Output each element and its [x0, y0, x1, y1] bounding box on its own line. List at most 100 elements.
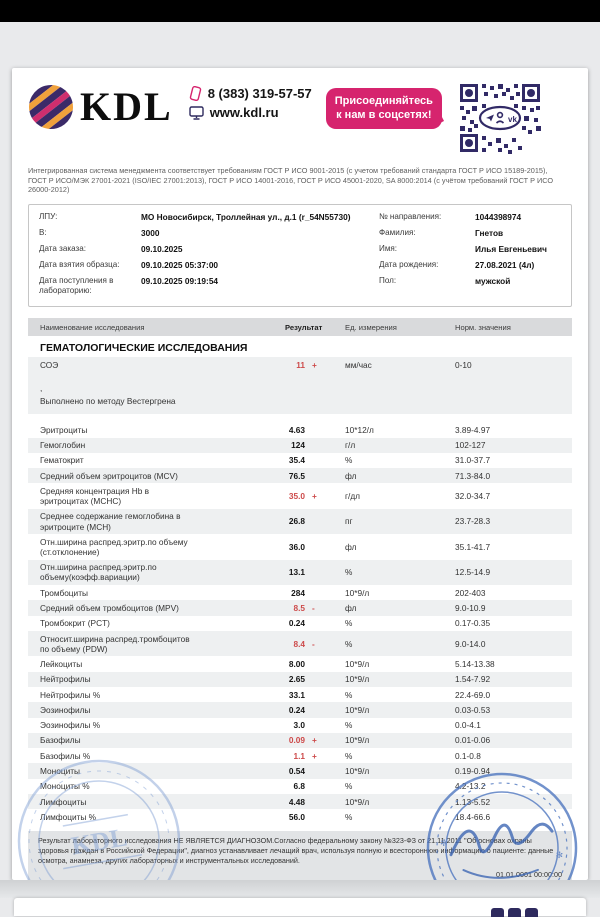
test-norm-range: 32.0-34.7: [455, 491, 491, 502]
status-bar: [0, 0, 600, 22]
social-badge: Присоединяйтесь к нам в соцсетях!: [325, 88, 442, 129]
table-row: Отн.ширина распред.эритр.по объему(коэфф…: [28, 559, 572, 586]
table-row: Гемоглобин 124 г/л 102-127: [28, 437, 572, 453]
test-unit: пг: [345, 516, 353, 527]
test-norm-range: 102-127: [455, 440, 486, 451]
table-row: Лейкоциты 8.00 10*9/л 5.14-13.38: [28, 656, 572, 671]
table-row: Моноциты 0.54 10*9/л 0.19-0.94: [28, 763, 572, 779]
test-result-value: 8.4: [293, 638, 305, 649]
test-name: Средняя концентрация Hb в эритроцитах (M…: [40, 485, 150, 507]
kdl-logo: KDL: [28, 84, 173, 130]
test-result-value: 0.09: [288, 735, 305, 746]
test-norm-range: 3.89-4.97: [455, 424, 491, 435]
test-result-value: 0.24: [288, 704, 305, 715]
test-result-value: 124: [291, 440, 305, 451]
patient-field-value: 09.10.2025 05:37:00: [141, 259, 219, 270]
patient-field-value: 09.10.2025: [141, 243, 183, 254]
table-row: Базофилы % 1.1 +% 0.1-0.8: [28, 748, 572, 763]
disclaimer-text: Результат лабораторного исследования НЕ …: [38, 835, 554, 865]
test-norm-range: 12.5-14.9: [455, 567, 491, 578]
test-norm-range: 4.2-13.2: [455, 781, 486, 792]
patient-info-box: ЛПУ: МО Новосибирск, Троллейная ул., д.1 …: [28, 203, 572, 308]
test-name: Нейтрофилы: [40, 674, 91, 685]
test-result-flag: +: [312, 750, 317, 761]
table-row: Моноциты % 6.8% 4.2-13.2: [28, 779, 572, 794]
website-line: www.kdl.ru: [188, 105, 312, 120]
table-row: Относит.ширина распред.тромбоцитов по об…: [28, 630, 572, 657]
test-name: Лимфоциты %: [40, 811, 97, 822]
test-norm-range: 202-403: [455, 587, 486, 598]
test-result-value: 13.1: [288, 567, 305, 578]
phone-number: 8 (383) 319-57-57: [207, 86, 312, 101]
test-result: 4.63: [285, 425, 345, 435]
logo-wordmark: KDL: [80, 84, 173, 129]
test-result: 0.24: [285, 618, 345, 628]
table-row: Эозинофилы % 3.0% 0.0-4.1: [28, 718, 572, 733]
next-page-partial-graphic: [491, 908, 538, 917]
test-result-value: 6.8: [293, 781, 305, 792]
patient-info-row: В: 3000 Фамилия: Гнетов: [39, 226, 561, 242]
test-name: Отн.ширина распред.эритр.по объему(коэфф…: [40, 562, 157, 583]
table-row: СОЭ 11 + мм/час 0-10: [28, 357, 572, 373]
test-unit: 10*12/л: [345, 424, 374, 435]
table-row: Лимфоциты % 56.0% 18.4-66.6: [28, 809, 572, 824]
phone-line: 8 (383) 319-57-57: [189, 86, 312, 101]
patient-info-row: Дата взятия образца: 09.10.2025 05:37:00 Д…: [39, 257, 561, 273]
test-result: 1.1 +: [285, 751, 345, 761]
test-result-value: 8.00: [288, 658, 305, 669]
test-norm-range: 22.4-69.0: [455, 689, 491, 700]
column-header-norm: Норм. значения: [455, 322, 511, 332]
test-norm-range: 0.19-0.94: [455, 765, 491, 776]
test-unit: 10*9/л: [345, 765, 370, 776]
test-name: Эритроциты: [40, 424, 88, 435]
table-row: Эритроциты 4.63 10*12/л 3.89-4.97: [28, 422, 572, 437]
test-result: 124: [285, 440, 345, 450]
table-row: Эозинофилы 0.24 10*9/л 0.03-0.53: [28, 702, 572, 718]
test-unit: фл: [345, 541, 357, 552]
results-table-body: СОЭ 11 + мм/час 0-10, Выполнено по методу Вес…: [28, 357, 572, 825]
test-norm-range: 0-10: [455, 359, 472, 370]
contact-block: 8 (383) 319-57-57 www.kdl.ru: [188, 86, 312, 124]
test-result-flag: +: [312, 359, 317, 370]
patient-info-row: Дата поступления в лабораторию: 09.10.202…: [39, 273, 561, 299]
test-name: Эозинофилы %: [40, 720, 101, 731]
test-result-value: 33.1: [288, 689, 305, 700]
test-unit: %: [345, 750, 353, 761]
test-name: Гематокрит: [40, 455, 84, 466]
test-name: Тромбоциты: [40, 587, 88, 598]
patient-info-row: Дата заказа: 09.10.2025 Имя: Илья Евгеньеви…: [39, 241, 561, 257]
column-header-name: Наименование исследования: [40, 322, 145, 332]
patient-field-value: 27.08.2021 (4л): [475, 259, 535, 270]
test-result-value: 76.5: [288, 470, 305, 481]
test-norm-range: 9.0-14.0: [455, 638, 486, 649]
table-row: Средняя концентрация Hb в эритроцитах (M…: [28, 483, 572, 508]
test-result-value: 1.1: [293, 750, 305, 761]
test-name: Базофилы %: [40, 750, 91, 761]
test-comment: , Выполнено по методу Вестергрена: [28, 372, 572, 415]
test-name: Среднее содержание гемоглобина в эритроц…: [40, 511, 181, 532]
test-unit: 10*9/л: [345, 704, 370, 715]
patient-field-label: В:: [39, 228, 47, 238]
column-header-result: Результат: [285, 322, 323, 332]
test-result-value: 56.0: [288, 811, 305, 822]
test-name: СОЭ: [40, 359, 59, 370]
patient-field-label: Дата поступления в лабораторию:: [39, 275, 114, 296]
test-unit: %: [345, 781, 353, 792]
next-page-edge: [14, 898, 586, 917]
patient-field-value: мужской: [475, 275, 511, 286]
test-name: Отн.ширина распред.эритр.по объему (ст.о…: [40, 536, 188, 557]
test-norm-range: 23.7-28.3: [455, 516, 491, 527]
report-timestamp: 01.01.0001 00:00:00: [496, 869, 562, 879]
test-result: 3.0: [285, 720, 345, 730]
table-row: Средний объем эритроцитов (MCV) 76.5 фл 71.…: [28, 468, 572, 484]
test-norm-range: 1.54-7.92: [455, 674, 491, 685]
test-unit: г/дл: [345, 491, 361, 502]
test-norm-range: 31.0-37.7: [455, 455, 491, 466]
table-row: Лимфоциты 4.48 10*9/л 1.13-5.52: [28, 793, 572, 810]
social-badge-line2: к нам в соцсетях!: [336, 109, 432, 122]
test-name: Моноциты: [40, 765, 80, 776]
test-result: 33.1: [285, 690, 345, 700]
vk-icon: vk: [508, 115, 517, 124]
test-unit: %: [345, 811, 353, 822]
test-result: 35.0 +: [285, 491, 345, 501]
